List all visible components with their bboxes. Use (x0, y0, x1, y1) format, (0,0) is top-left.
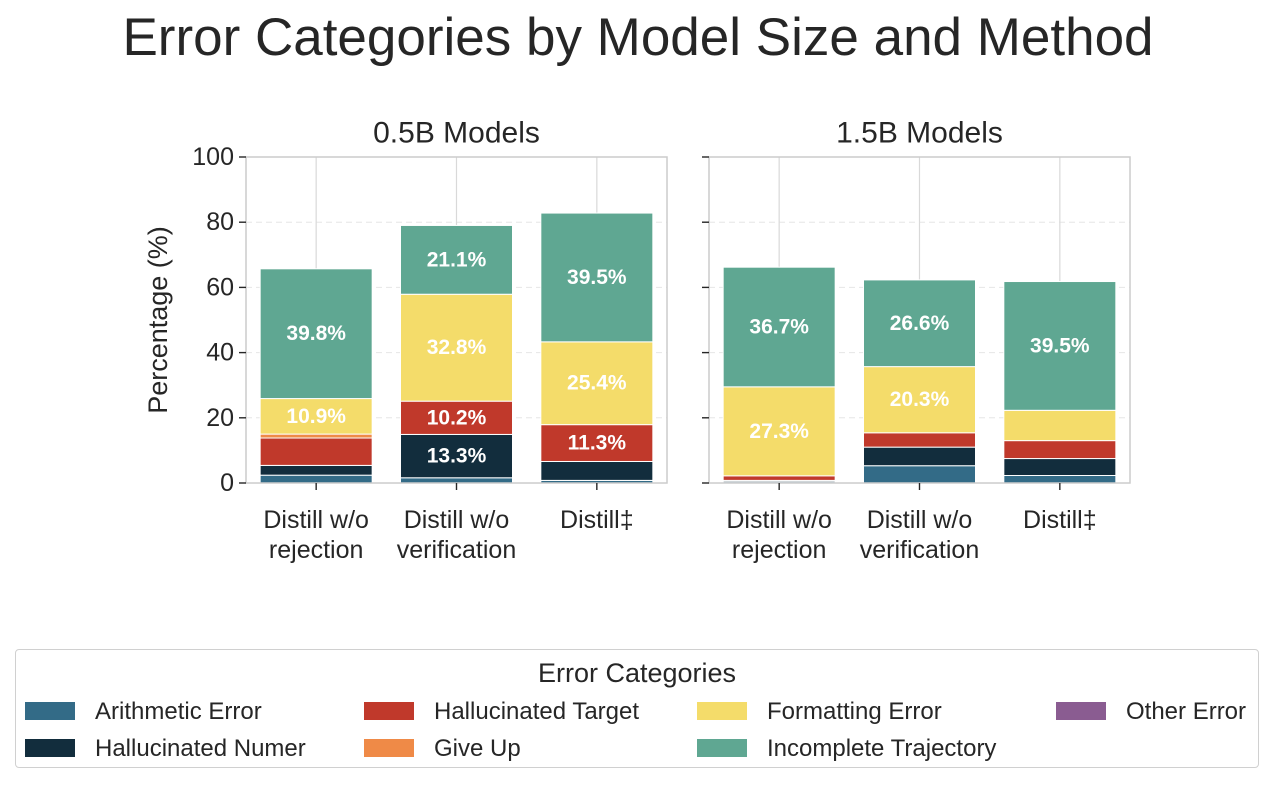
bar-segment-arithmetic-error (400, 477, 513, 484)
legend: Error Categories Arithmetic Error Halluci… (15, 649, 1259, 768)
legend-label: Other Error (1126, 698, 1247, 725)
y-tick-label: 60 (206, 273, 234, 301)
data-label: 13.3% (427, 445, 487, 468)
legend-swatch (364, 702, 414, 720)
bar-segment-hallucinated-target (722, 475, 836, 481)
legend-label: Incomplete Trajectory (767, 735, 997, 762)
data-label: 21.1% (427, 248, 487, 271)
x-tick-label: Distill w/o (263, 506, 369, 534)
bar-segment-formatting-error (722, 386, 836, 477)
y-tick-label: 100 (192, 143, 234, 171)
bar-segment-incomplete-trajectory (259, 268, 373, 400)
y-tick-label: 40 (206, 339, 234, 367)
legend-swatch (25, 739, 75, 757)
x-tick-label: rejection (269, 536, 364, 564)
panel-title: 1.5B Models (836, 117, 1003, 150)
x-tick-label: Distill‡ (560, 506, 634, 534)
legend-swatch (364, 739, 414, 757)
bar-segment-hallucinated-numer (400, 433, 513, 479)
data-label: 11.3% (568, 432, 627, 455)
bar-segment-incomplete-trajectory (540, 212, 654, 343)
data-label: 10.9% (286, 405, 346, 428)
bar-segment-hallucinated-numer (259, 464, 373, 476)
y-tick-label: 20 (206, 404, 234, 432)
data-label: 20.3% (890, 388, 950, 411)
legend-label: Hallucinated Target (434, 698, 640, 725)
chart-canvas: 10.9% 39.8% 13.3% 10.2% 32.8% 21.1% 11.3% 25.4%… (143, 117, 1131, 564)
bar-segment-formatting-error (1003, 409, 1117, 442)
data-label: 10.2% (427, 406, 487, 429)
chart-title: Error Categories by Model Size and Metho… (122, 8, 1154, 67)
bar-segment-hallucinated-target (540, 424, 654, 462)
bar-segment-formatting-error (540, 341, 654, 426)
bar-segment-formatting-error (863, 366, 976, 434)
bar-segment-incomplete-trajectory (722, 266, 836, 388)
legend-label: Hallucinated Numer (95, 735, 306, 762)
data-label: 39.5% (567, 266, 627, 289)
x-tick-label: rejection (732, 536, 827, 564)
bar-segment-hallucinated-numer (1003, 458, 1117, 477)
data-label: 25.4% (567, 372, 627, 395)
data-label: 39.5% (1030, 334, 1090, 357)
bar-segment-hallucinated-numer (540, 460, 654, 481)
bar-segment-arithmetic-error (863, 465, 976, 484)
bar-segment-arithmetic-error (1003, 475, 1117, 484)
data-label: 27.3% (749, 420, 809, 443)
legend-swatch (697, 702, 747, 720)
x-tick-label: Distill w/o (726, 506, 832, 534)
legend-label: Arithmetic Error (95, 698, 262, 725)
panel-title: 0.5B Models (373, 117, 540, 150)
legend-swatch (697, 739, 747, 757)
data-label: 32.8% (427, 336, 487, 359)
data-label: 36.7% (749, 316, 809, 339)
x-tick-label: Distill‡ (1023, 506, 1097, 534)
legend-swatch (25, 702, 75, 720)
bar-segment-incomplete-trajectory (400, 224, 513, 295)
x-tick-label: Distill w/o (404, 506, 510, 534)
y-axis-label: Percentage (%) (143, 226, 173, 414)
y-tick-label: 80 (206, 208, 234, 236)
bar-segment-hallucinated-target (400, 400, 513, 435)
bar-segment-hallucinated-target (259, 437, 373, 466)
bar-segment-hallucinated-target (863, 432, 976, 448)
data-label: 26.6% (890, 312, 950, 335)
bar-segment-incomplete-trajectory (863, 279, 976, 368)
bar-segment-arithmetic-error (259, 474, 373, 484)
legend-swatch (1056, 702, 1106, 720)
bar-segment-hallucinated-numer (863, 446, 976, 467)
y-tick-label: 0 (220, 469, 234, 497)
bar-segment-formatting-error (400, 293, 513, 402)
legend-label: Give Up (434, 735, 521, 762)
data-label: 39.8% (286, 322, 346, 345)
bar-segment-give-up (259, 433, 373, 439)
legend-title: Error Categories (537, 658, 737, 688)
bar-segment-hallucinated-target (1003, 440, 1117, 460)
x-tick-label: verification (860, 536, 980, 564)
legend-label: Formatting Error (767, 698, 942, 725)
x-tick-label: Distill w/o (867, 506, 973, 534)
bar-segment-incomplete-trajectory (1003, 281, 1117, 411)
x-tick-label: verification (397, 536, 517, 564)
